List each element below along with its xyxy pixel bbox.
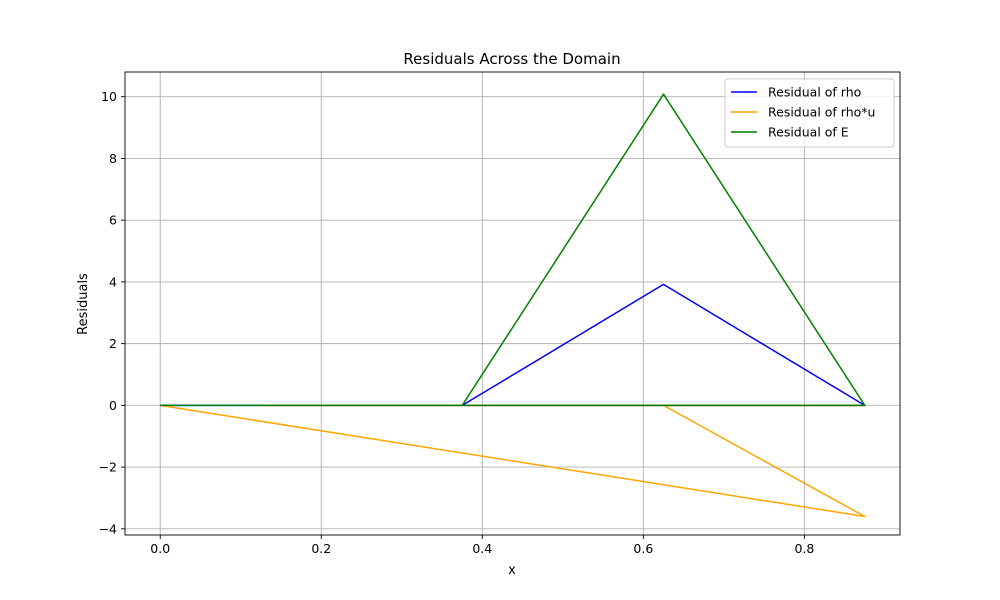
y-tick-label: −2: [99, 460, 117, 475]
x-tick-label: 0.6: [633, 541, 653, 556]
legend-box: [724, 78, 895, 148]
x-axis-label: x: [508, 563, 516, 578]
y-tick-label: 8: [109, 151, 117, 166]
x-tick-label: 0.2: [311, 541, 331, 556]
series-line-2: [160, 404, 866, 518]
chart-title: Residuals Across the Domain: [403, 50, 620, 68]
series-line-3: [160, 93, 866, 407]
series-line-1: [160, 283, 866, 407]
axis-ticks: 0.0 0.2 0.4 0.6 0.8 −4 −2 0 2 4 6 8 10: [99, 89, 815, 556]
y-axis-label: Residuals: [76, 273, 91, 335]
legend-entry: Residual of rho: [768, 85, 861, 100]
x-tick-label: 0.4: [472, 541, 492, 556]
legend-entry: Residual of rho*u: [768, 105, 875, 120]
legend: Residual of rho Residual of rho*u Residual…: [724, 78, 895, 148]
y-tick-label: 0: [109, 398, 117, 413]
y-tick-label: 10: [101, 89, 117, 104]
legend-entry: Residual of E: [768, 125, 849, 140]
y-tick-label: −4: [99, 521, 117, 536]
x-tick-label: 0.8: [794, 541, 814, 556]
y-tick-label: 4: [109, 274, 117, 289]
series-lines: [160, 93, 866, 518]
y-tick-label: 2: [109, 336, 117, 351]
y-tick-label: 6: [109, 213, 117, 228]
plot-frame: [124, 71, 901, 536]
x-tick-label: 0.0: [150, 541, 170, 556]
